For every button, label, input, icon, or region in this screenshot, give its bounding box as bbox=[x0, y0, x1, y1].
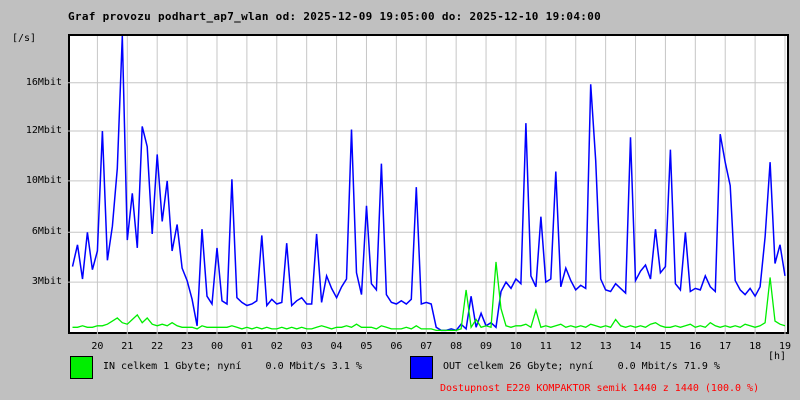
x-tick-label-04: 04 bbox=[330, 341, 343, 352]
y-tick-label-12Mbit: 12Mbit bbox=[25, 125, 62, 137]
x-tick-label-22: 22 bbox=[151, 341, 164, 352]
x-tick-label-05: 05 bbox=[360, 341, 373, 352]
graph-title: Graf provozu podhart_ap7_wlan od: 2025-1… bbox=[68, 10, 602, 23]
y-tick-label-6Mbit: 6Mbit bbox=[31, 226, 62, 238]
x-tick-label-12: 12 bbox=[569, 341, 582, 352]
y-tick-label-10Mbit: 10Mbit bbox=[25, 174, 62, 186]
x-tick-label-17: 17 bbox=[719, 341, 732, 352]
x-tick-label-20: 20 bbox=[91, 341, 104, 352]
x-tick-label-10: 10 bbox=[509, 341, 522, 352]
series-in bbox=[72, 261, 786, 332]
in-legend-label: IN celkem 1 Gbyte; nyní 0.0 Mbit/s 3.1 % bbox=[103, 361, 362, 372]
x-tick-label-08: 08 bbox=[450, 341, 463, 352]
y-tick-label-16Mbit: 16Mbit bbox=[25, 76, 62, 88]
x-tick-label-07: 07 bbox=[420, 341, 433, 352]
plot-area bbox=[64, 34, 789, 338]
x-tick-label-15: 15 bbox=[659, 341, 672, 352]
x-tick-label-18: 18 bbox=[749, 341, 762, 352]
x-axis-unit-label: [h] bbox=[768, 351, 787, 362]
x-tick-label-11: 11 bbox=[539, 341, 552, 352]
x-tick-label-06: 06 bbox=[390, 341, 403, 352]
x-tick-label-21: 21 bbox=[121, 341, 134, 352]
x-tick-label-19: 19 bbox=[778, 341, 792, 352]
out-legend-swatch bbox=[410, 356, 433, 379]
out-legend-label: OUT celkem 26 Gbyte; nyní 0.0 Mbit/s 71.… bbox=[443, 361, 720, 372]
x-tick-label-09: 09 bbox=[480, 341, 493, 352]
x-tick-label-13: 13 bbox=[599, 341, 612, 352]
y-axis-unit-label: [/s] bbox=[12, 33, 37, 44]
x-tick-label-01: 01 bbox=[240, 341, 253, 352]
y-tick-label-3Mbit: 3Mbit bbox=[31, 276, 62, 288]
x-tick-label-23: 23 bbox=[181, 341, 194, 352]
x-tick-label-03: 03 bbox=[300, 341, 313, 352]
traffic-chart bbox=[64, 35, 787, 338]
x-tick-label-14: 14 bbox=[629, 341, 642, 352]
x-tick-label-02: 02 bbox=[270, 341, 283, 352]
availability-text: Dostupnost E220 KOMPAKTOR semik 1440 z 1… bbox=[440, 383, 760, 394]
x-tick-label-16: 16 bbox=[689, 341, 702, 352]
series-out bbox=[71, 35, 786, 332]
x-tick-label-00: 00 bbox=[210, 341, 223, 352]
in-legend-swatch bbox=[70, 356, 93, 379]
